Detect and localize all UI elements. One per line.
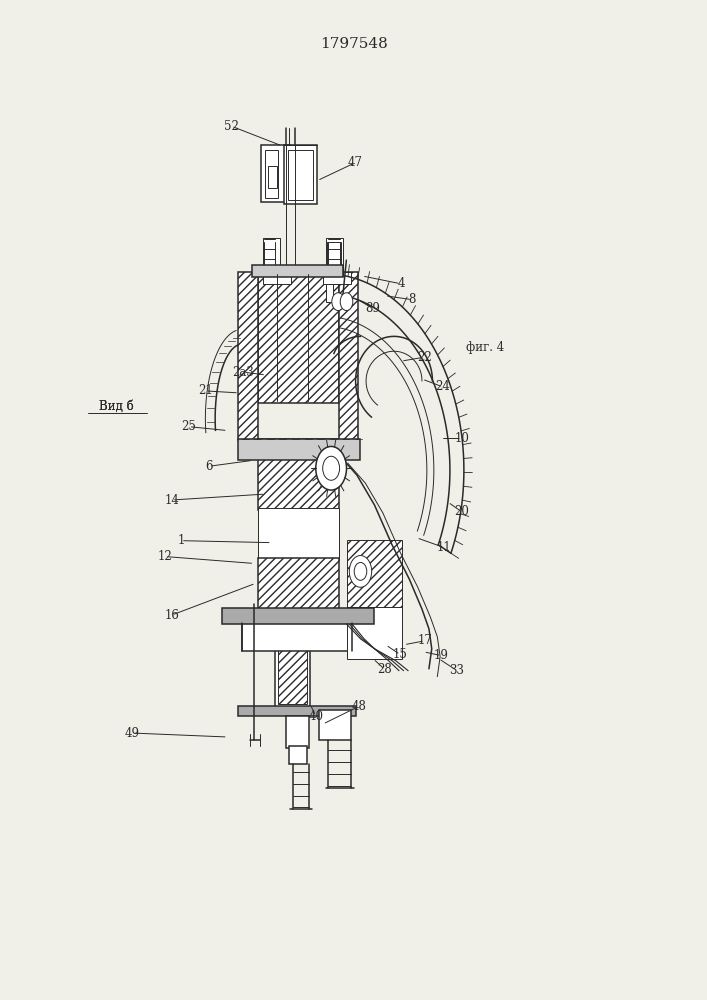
Text: 89: 89 <box>366 302 380 315</box>
Bar <box>278 627 308 704</box>
Text: 17: 17 <box>417 634 432 647</box>
Bar <box>346 540 402 609</box>
Text: 4: 4 <box>397 277 405 290</box>
Text: фиг. 4: фиг. 4 <box>466 341 504 354</box>
Bar <box>263 272 291 284</box>
Text: 47: 47 <box>347 156 363 169</box>
Circle shape <box>322 456 339 480</box>
Text: 33: 33 <box>450 664 464 677</box>
Bar <box>242 623 352 651</box>
Bar <box>222 608 375 624</box>
Bar <box>258 508 339 560</box>
Text: 22: 22 <box>416 351 431 364</box>
Text: 40: 40 <box>308 710 323 723</box>
Bar <box>238 439 360 460</box>
Text: 48: 48 <box>351 700 366 713</box>
Bar <box>252 265 343 277</box>
Text: 52: 52 <box>224 120 239 133</box>
Bar <box>265 150 278 198</box>
Bar <box>288 746 307 764</box>
Circle shape <box>349 556 372 587</box>
Bar <box>339 272 358 440</box>
Text: 1: 1 <box>177 534 185 547</box>
Text: 1797548: 1797548 <box>320 37 387 51</box>
Circle shape <box>332 293 344 311</box>
Text: 16: 16 <box>165 609 180 622</box>
Text: Вид б: Вид б <box>98 400 134 413</box>
Text: 20: 20 <box>455 505 469 518</box>
Bar <box>346 607 402 659</box>
Bar <box>258 558 339 609</box>
Bar <box>319 710 351 740</box>
Text: 49: 49 <box>124 727 139 740</box>
Text: 8: 8 <box>409 293 416 306</box>
Text: 10: 10 <box>455 432 469 445</box>
Bar <box>327 242 341 272</box>
Circle shape <box>340 293 353 311</box>
Bar <box>284 145 317 204</box>
Text: Вид б: Вид б <box>98 400 134 413</box>
Bar <box>258 274 339 403</box>
Bar <box>323 272 351 284</box>
Text: 19: 19 <box>434 649 449 662</box>
Bar <box>286 716 310 748</box>
Bar <box>238 706 356 716</box>
Text: 21: 21 <box>198 384 213 397</box>
Bar <box>288 150 313 200</box>
Bar <box>258 439 339 510</box>
Text: 25: 25 <box>181 420 196 433</box>
Text: 28: 28 <box>378 663 392 676</box>
Bar <box>268 166 276 188</box>
Bar <box>263 238 280 276</box>
Bar <box>275 623 310 708</box>
Text: 14: 14 <box>165 493 180 506</box>
Bar <box>325 284 332 302</box>
Circle shape <box>316 446 346 490</box>
Bar <box>261 145 290 202</box>
Text: 12: 12 <box>158 550 173 563</box>
Text: 6: 6 <box>205 460 213 473</box>
Text: 2а3: 2а3 <box>232 366 254 379</box>
Text: 15: 15 <box>393 648 408 661</box>
Circle shape <box>354 562 367 580</box>
Text: 11: 11 <box>437 541 452 554</box>
Bar <box>238 272 258 440</box>
Bar <box>325 238 343 276</box>
Text: 24: 24 <box>436 380 450 393</box>
